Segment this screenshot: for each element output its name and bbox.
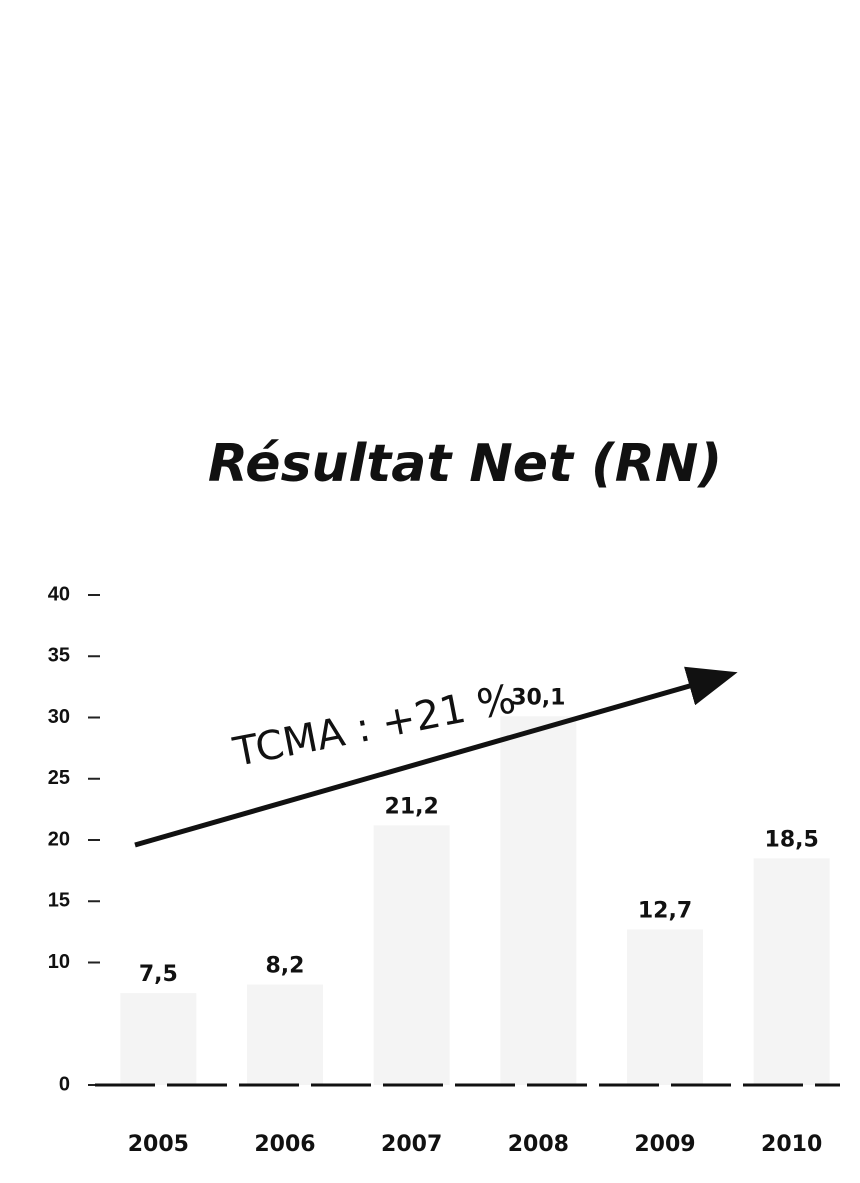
x-tick-label: 2005 (128, 1132, 189, 1157)
value-label: 8,2 (266, 954, 305, 979)
y-tick-label: 0 (59, 1073, 70, 1095)
value-label: 21,2 (385, 794, 439, 819)
x-tick-label: 2006 (254, 1132, 315, 1157)
bar (500, 716, 577, 1085)
bar (753, 858, 830, 1085)
bar (120, 993, 197, 1085)
x-tick-label: 2007 (381, 1132, 442, 1157)
value-label: 12,7 (638, 898, 692, 923)
y-tick-label: 40 (48, 583, 70, 605)
annotation: TCMA : +21 % (229, 676, 519, 776)
bar (373, 825, 450, 1085)
y-tick-label: 20 (48, 828, 70, 850)
bar (627, 929, 703, 1085)
bar (247, 984, 323, 1085)
y-tick-label: 35 (48, 645, 70, 667)
trend-arrow (134, 666, 738, 848)
y-tick-label: 25 (48, 767, 70, 789)
x-tick-label: 2009 (634, 1132, 695, 1157)
value-label: 30,1 (511, 685, 565, 710)
x-tick-label: 2008 (508, 1132, 569, 1157)
x-tick-label: 2010 (761, 1132, 822, 1157)
value-label: 7,5 (139, 962, 178, 987)
y-tick-label: 15 (48, 890, 70, 912)
y-tick-label: 30 (48, 706, 70, 728)
y-tick-label: 10 (48, 951, 70, 973)
value-label: 18,5 (765, 827, 819, 852)
chart-title: Résultat Net (RN) (208, 434, 722, 494)
